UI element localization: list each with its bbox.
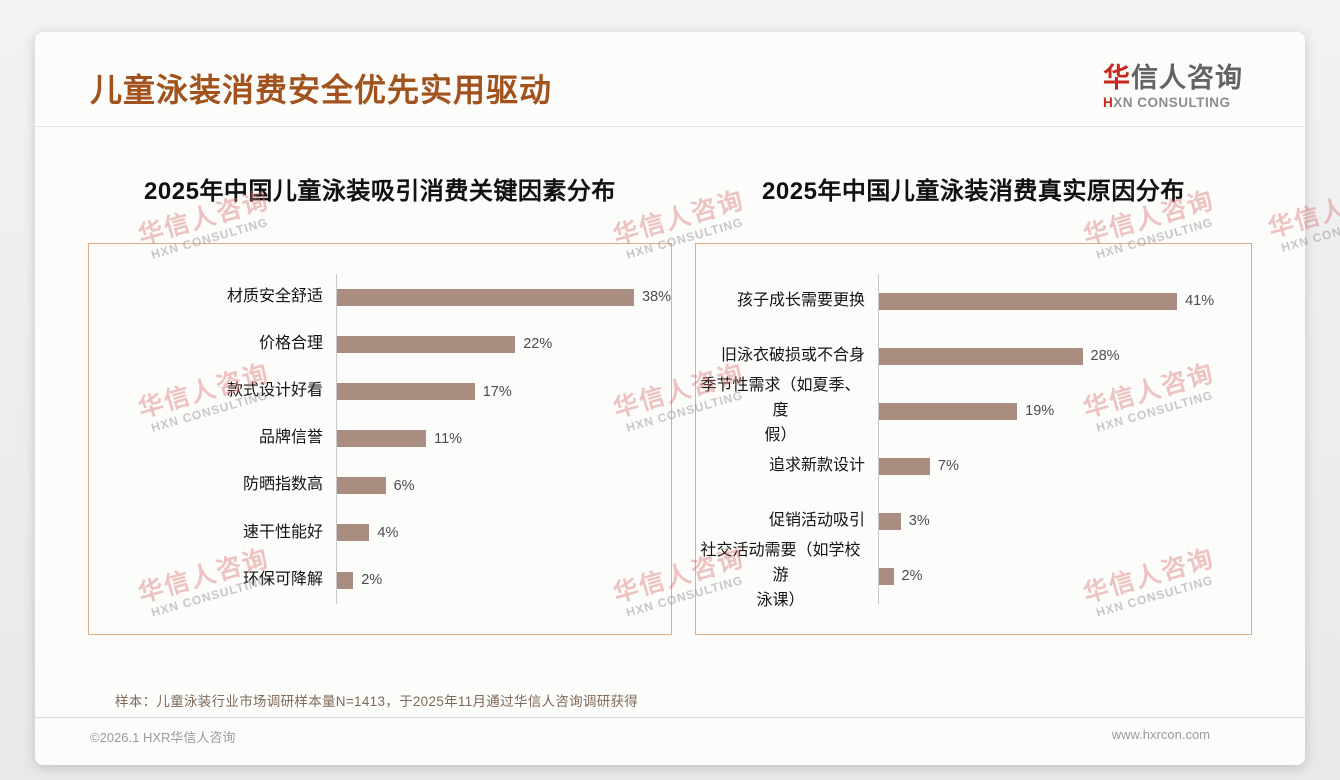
bar — [879, 567, 894, 585]
company-logo: 华信人咨询 HXN CONSULTING — [1103, 63, 1243, 112]
category-label: 追求新款设计 — [768, 456, 865, 474]
value-label: 38% — [641, 289, 671, 306]
value-label: 11% — [434, 430, 463, 447]
bar-row: 孩子成长需要更换 41% — [696, 273, 1251, 329]
value-label: 2% — [361, 572, 383, 589]
value-label: 28% — [1090, 348, 1120, 365]
bar-row: 社交活动需要（如学校游 泳课） 2% — [696, 542, 1251, 609]
value-label: 41% — [1185, 293, 1215, 310]
bar-row: 价格合理 22% — [89, 320, 671, 368]
value-label: 19% — [1025, 403, 1055, 420]
bar-area: 7% — [878, 438, 1251, 494]
bar — [879, 347, 1083, 365]
bar — [337, 288, 634, 306]
bar — [879, 402, 1018, 420]
logo-chinese-name: 华信人咨询 — [1103, 63, 1243, 94]
value-label: 4% — [377, 524, 399, 541]
copyright-text: ©2026.1 HXR华信人咨询 — [90, 729, 236, 745]
bar — [337, 383, 475, 401]
bar-area: 11% — [336, 415, 671, 463]
logo-english-name: HXN CONSULTING — [1103, 95, 1243, 110]
bar — [879, 512, 901, 530]
bar-chart-real-reasons: 孩子成长需要更换 41% 旧泳衣破损或不合身 28% 季节性需求（如夏季、度 假） 19%… — [695, 242, 1252, 635]
bar-area: 41% — [878, 273, 1251, 329]
bar-area: 2% — [878, 548, 1251, 604]
slide-card: 儿童泳装消费安全优先实用驱动 华信人咨询 HXN CONSULTING 2025… — [35, 32, 1305, 765]
category-label: 旧泳衣破损或不合身 — [720, 346, 865, 364]
category-label: 速干性能好 — [242, 523, 323, 541]
value-label: 6% — [393, 477, 415, 494]
bar-area: 17% — [336, 367, 671, 416]
bar-row: 防晒指数高 6% — [89, 462, 671, 510]
bar — [879, 457, 930, 475]
category-label: 季节性需求（如夏季、度 假） — [700, 377, 861, 444]
chart-panel-key-factors: 2025年中国儿童泳装吸引消费关键因素分布 材质安全舒适 38% 价格合理 22% 款式… — [88, 177, 672, 635]
chart-panel-real-reasons: 2025年中国儿童泳装消费真实原因分布 孩子成长需要更换 41% 旧泳衣破损或不合身… — [695, 177, 1252, 635]
bar — [337, 571, 354, 589]
value-label: 7% — [937, 458, 959, 475]
value-label: 17% — [482, 383, 512, 400]
bar-row: 旧泳衣破损或不合身 28% — [696, 328, 1251, 384]
category-label: 社交活动需要（如学校游 泳课） — [700, 542, 861, 609]
bar-area: 2% — [336, 556, 671, 604]
website-text: www.hxrcon.com — [1111, 726, 1210, 742]
bar — [337, 430, 427, 448]
bar-area: 38% — [336, 273, 671, 321]
bar-row: 环保可降解 2% — [89, 556, 671, 604]
bar-row: 品牌信誉 11% — [89, 415, 671, 463]
bar-area: 6% — [336, 462, 671, 510]
sample-note: 样本：儿童泳装行业市场调研样本量N=1413，于2025年11月通过华信人咨询调… — [115, 693, 639, 709]
bar-area: 19% — [878, 383, 1251, 439]
category-label: 环保可降解 — [242, 570, 323, 588]
bar-row: 季节性需求（如夏季、度 假） 19% — [696, 377, 1251, 444]
bar-area: 3% — [878, 493, 1251, 549]
category-label: 品牌信誉 — [258, 429, 323, 447]
charts-row: 2025年中国儿童泳装吸引消费关键因素分布 材质安全舒适 38% 价格合理 22% 款式… — [35, 177, 1305, 635]
bar — [337, 524, 370, 542]
bar — [337, 335, 516, 353]
chart-title-left: 2025年中国儿童泳装吸引消费关键因素分布 — [144, 177, 616, 205]
logo-cn-rest: 信人咨询 — [1131, 63, 1243, 93]
footer: ©2026.1 HXR华信人咨询 www.hxrcon.com — [35, 716, 1305, 746]
value-label: 2% — [901, 568, 923, 585]
value-label: 22% — [523, 336, 553, 353]
bar-row: 款式设计好看 17% — [89, 367, 671, 416]
value-label: 3% — [908, 513, 930, 530]
page-title: 儿童泳装消费安全优先实用驱动 — [90, 71, 553, 108]
bar-row: 促销活动吸引 3% — [696, 493, 1251, 549]
header: 儿童泳装消费安全优先实用驱动 华信人咨询 HXN CONSULTING — [35, 32, 1305, 127]
chart-title-right: 2025年中国儿童泳装消费真实原因分布 — [762, 177, 1185, 205]
category-label: 促销活动吸引 — [768, 511, 865, 529]
bar-row: 追求新款设计 7% — [696, 438, 1251, 494]
logo-cn-accent: 华 — [1103, 63, 1131, 93]
bar-row: 材质安全舒适 38% — [89, 273, 671, 321]
bar-area: 22% — [336, 320, 671, 368]
bar — [337, 477, 386, 495]
logo-en-rest: XN CONSULTING — [1113, 94, 1231, 110]
category-label: 价格合理 — [258, 335, 323, 352]
category-label: 防晒指数高 — [242, 476, 323, 494]
category-label: 款式设计好看 — [226, 382, 323, 400]
bar-area: 4% — [336, 509, 671, 557]
category-label: 材质安全舒适 — [226, 287, 323, 305]
logo-en-accent: H — [1103, 94, 1114, 110]
bar — [879, 292, 1178, 310]
bar-row: 速干性能好 4% — [89, 509, 671, 557]
category-label: 孩子成长需要更换 — [736, 291, 865, 309]
bar-chart-key-factors: 材质安全舒适 38% 价格合理 22% 款式设计好看 17% 品牌信誉 11% 防晒指数高 6% 速… — [88, 242, 672, 635]
bar-area: 28% — [878, 328, 1251, 384]
